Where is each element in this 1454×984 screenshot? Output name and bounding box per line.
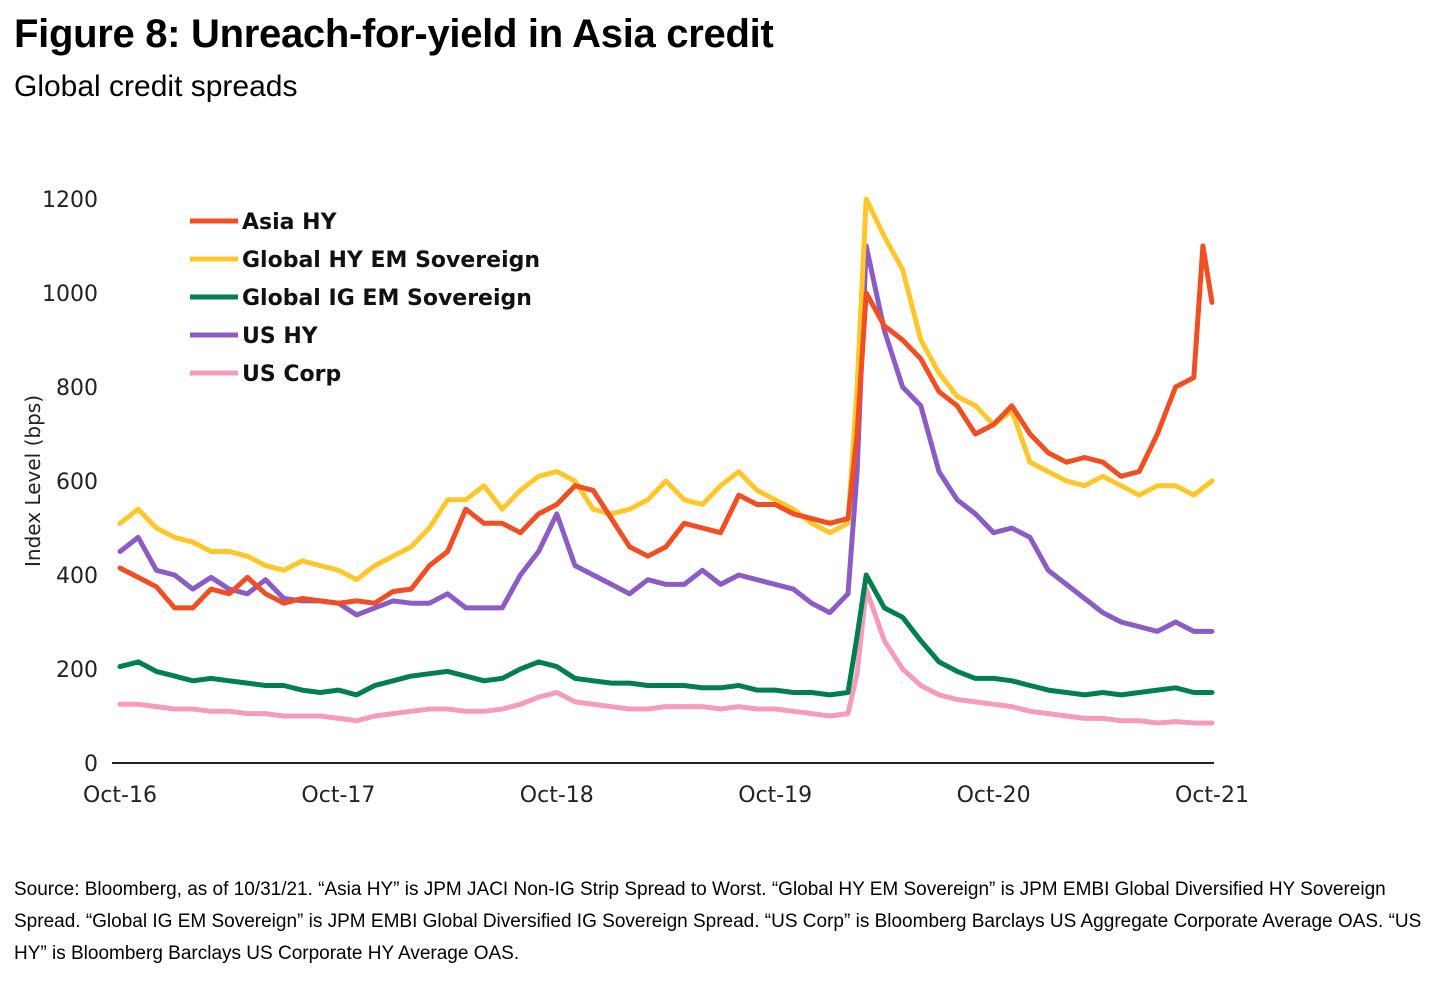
legend-label: Global IG EM Sovereign: [242, 286, 532, 311]
legend-label: Asia HY: [242, 210, 338, 235]
y-tick-label: 0: [84, 752, 98, 777]
series-line-global-hy-em-sovereign: [117, 196, 1215, 583]
series-line-asia-hy: [117, 243, 1215, 611]
legend-label: Global HY EM Sovereign: [242, 248, 540, 273]
y-tick-label: 400: [56, 564, 98, 589]
y-tick-label: 1200: [42, 188, 98, 213]
x-tick-label: Oct-21: [1175, 783, 1249, 808]
x-tick-label: Oct-18: [520, 783, 594, 808]
y-tick-label: 600: [56, 470, 98, 495]
x-tick-label: Oct-20: [957, 783, 1031, 808]
figure-subtitle: Global credit spreads: [14, 70, 298, 103]
y-tick-label: 1000: [42, 282, 98, 307]
legend-label: US HY: [242, 324, 319, 349]
y-axis-label: Index Level (bps): [21, 395, 45, 567]
x-tick-label: Oct-19: [738, 783, 812, 808]
series-line-global-ig-em-sovereign: [117, 572, 1215, 698]
source-note: Source: Bloomberg, as of 10/31/21. “Asia…: [14, 874, 1434, 970]
source-text: Source: Bloomberg, as of 10/31/21. “Asia…: [14, 879, 1422, 964]
legend-label: US Corp: [242, 362, 341, 387]
credit-spreads-chart: Index Level (bps) 020040060080010001200 …: [21, 188, 1249, 808]
y-tick-label: 800: [56, 376, 98, 401]
x-tick-label: Oct-16: [83, 783, 157, 808]
y-tick-label: 200: [56, 658, 98, 683]
figure-title: Figure 8: Unreach-for-yield in Asia cred…: [14, 12, 774, 56]
series-line-us-corp: [117, 586, 1215, 726]
x-tick-label: Oct-17: [301, 783, 375, 808]
